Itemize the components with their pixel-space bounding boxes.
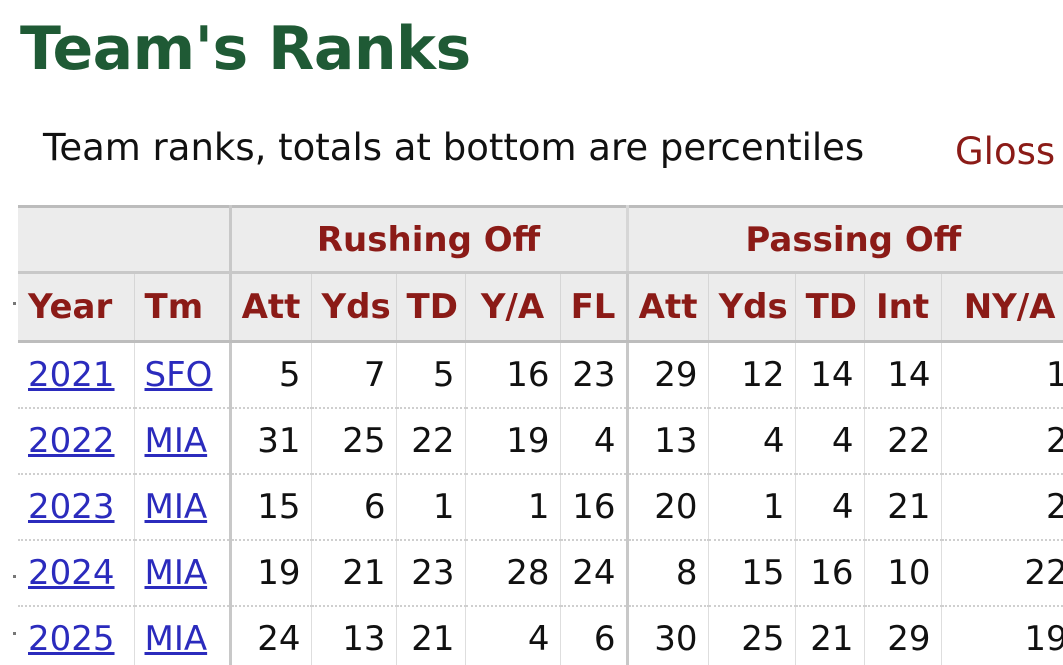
cell-nya: 19 (941, 606, 1063, 665)
cell-pass-td: 16 (795, 540, 865, 607)
margin-mark (13, 632, 16, 635)
cell-rush-td: 5 (396, 341, 466, 409)
cell-rush-ya: 19 (465, 408, 561, 475)
cell-rush-yds: 7 (311, 341, 397, 409)
col-header-pass-td[interactable]: TD (795, 272, 865, 343)
cell-rush-ya: 4 (465, 606, 561, 665)
cell-pass-yds: 25 (708, 606, 796, 665)
year-link[interactable]: 2024 (28, 553, 115, 593)
column-group-header-row: Rushing Off Passing Off (18, 205, 1063, 274)
cell-pass-att: 8 (627, 540, 709, 607)
col-header-nya[interactable]: NY/A (941, 272, 1063, 343)
cell-rush-att: 5 (230, 341, 312, 409)
team-link[interactable]: MIA (144, 421, 208, 461)
cell-rush-td: 22 (396, 408, 466, 475)
cell-int: 29 (864, 606, 942, 665)
page-title: Team's Ranks (20, 14, 471, 84)
cell-int: 22 (864, 408, 942, 475)
col-header-int[interactable]: Int (864, 272, 942, 343)
cell-rush-ya: 28 (465, 540, 561, 607)
cell-fl: 16 (560, 474, 629, 541)
table-row: 2023 MIA 15 6 1 1 16 20 1 4 21 2 (18, 474, 1063, 541)
column-header-row: Year Tm Att Yds TD Y/A FL Att Yds TD Int… (18, 272, 1063, 343)
group-header-blank (18, 205, 232, 274)
cell-fl: 4 (560, 408, 629, 475)
cell-rush-td: 23 (396, 540, 466, 607)
cell-rush-yds: 13 (311, 606, 397, 665)
table-row: 2021 SFO 5 7 5 16 23 29 12 14 14 1 (18, 341, 1063, 409)
cell-pass-td: 4 (795, 408, 865, 475)
cell-fl: 6 (560, 606, 629, 665)
col-header-pass-att[interactable]: Att (627, 272, 709, 343)
cell-int: 21 (864, 474, 942, 541)
cell-rush-att: 19 (230, 540, 312, 607)
year-link[interactable]: 2023 (28, 487, 115, 527)
cell-nya: 22 (941, 540, 1063, 607)
year-link[interactable]: 2025 (28, 619, 115, 659)
margin-mark (13, 302, 16, 305)
col-header-fumbles-lost[interactable]: FL (560, 272, 629, 343)
table-row: 2025 MIA 24 13 21 4 6 30 25 21 29 19 (18, 606, 1063, 665)
cell-pass-att: 29 (627, 341, 709, 409)
cell-nya: 1 (941, 341, 1063, 409)
year-link[interactable]: 2022 (28, 421, 115, 461)
table-row: 2024 MIA 19 21 23 28 24 8 15 16 10 22 (18, 540, 1063, 607)
cell-pass-td: 21 (795, 606, 865, 665)
year-link[interactable]: 2021 (28, 355, 115, 395)
col-header-rush-ya[interactable]: Y/A (465, 272, 561, 343)
cell-pass-yds: 15 (708, 540, 796, 607)
col-header-rush-td[interactable]: TD (396, 272, 466, 343)
cell-pass-yds: 1 (708, 474, 796, 541)
cell-pass-yds: 4 (708, 408, 796, 475)
cell-rush-att: 15 (230, 474, 312, 541)
margin-mark (13, 575, 16, 578)
cell-rush-yds: 21 (311, 540, 397, 607)
group-header-rushing-off: Rushing Off (230, 205, 629, 274)
cell-rush-yds: 25 (311, 408, 397, 475)
cell-pass-td: 4 (795, 474, 865, 541)
table-row: 2022 MIA 31 25 22 19 4 13 4 4 22 2 (18, 408, 1063, 475)
col-header-pass-yds[interactable]: Yds (708, 272, 796, 343)
cell-rush-att: 31 (230, 408, 312, 475)
col-header-rush-yds[interactable]: Yds (311, 272, 397, 343)
cell-rush-yds: 6 (311, 474, 397, 541)
cell-pass-att: 13 (627, 408, 709, 475)
cell-rush-ya: 16 (465, 341, 561, 409)
cell-fl: 24 (560, 540, 629, 607)
cell-pass-att: 20 (627, 474, 709, 541)
cell-int: 14 (864, 341, 942, 409)
team-link[interactable]: MIA (144, 619, 208, 659)
cell-int: 10 (864, 540, 942, 607)
table-caption: Team ranks, totals at bottom are percent… (43, 126, 865, 169)
cell-rush-td: 1 (396, 474, 466, 541)
cell-pass-att: 30 (627, 606, 709, 665)
cell-nya: 2 (941, 408, 1063, 475)
cell-rush-td: 21 (396, 606, 466, 665)
col-header-year[interactable]: Year (18, 272, 135, 343)
team-ranks-table: Rushing Off Passing Off Year Tm Att Yds … (18, 205, 1063, 665)
cell-pass-td: 14 (795, 341, 865, 409)
cell-rush-ya: 1 (465, 474, 561, 541)
cell-fl: 23 (560, 341, 629, 409)
team-link[interactable]: MIA (144, 553, 208, 593)
cell-pass-yds: 12 (708, 341, 796, 409)
col-header-team[interactable]: Tm (134, 272, 232, 343)
cell-nya: 2 (941, 474, 1063, 541)
group-header-passing-off: Passing Off (627, 205, 1063, 274)
team-link[interactable]: SFO (144, 355, 213, 395)
glossary-link[interactable]: Gloss (955, 130, 1056, 173)
team-link[interactable]: MIA (144, 487, 208, 527)
col-header-rush-att[interactable]: Att (230, 272, 312, 343)
cell-rush-att: 24 (230, 606, 312, 665)
